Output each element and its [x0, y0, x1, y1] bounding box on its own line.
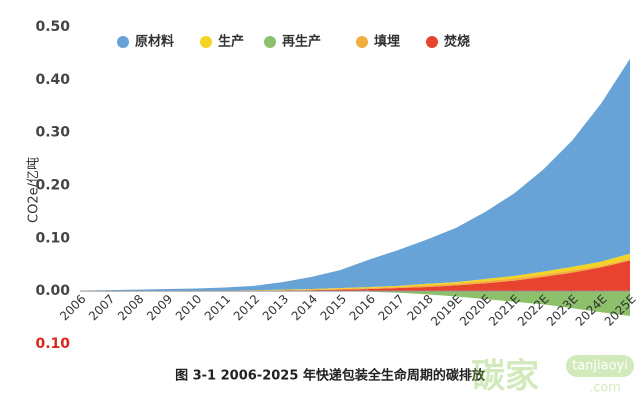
x-tick-label: 2009: [144, 292, 175, 323]
legend-label: 再生产: [282, 34, 321, 50]
x-tick-label: 2017: [376, 292, 407, 323]
area: [80, 260, 630, 292]
legend-label: 焚烧: [443, 34, 470, 50]
y-tick-label: 0.30: [35, 125, 70, 141]
x-tick-label: 2010: [173, 292, 204, 323]
legend-swatch: [356, 36, 368, 48]
x-tick-label: 2019E: [428, 292, 465, 329]
x-tick-label: 2011: [202, 292, 233, 323]
y-tick-label: 0.10: [35, 230, 70, 246]
area: [80, 270, 630, 316]
area: [80, 58, 630, 292]
chart-title: 图 3-1 2006-2025 年快递包装全生命周期的碳排放: [175, 368, 486, 384]
watermark: 碳家 tanjiaoyi .com: [471, 355, 634, 397]
watermark-site: tanjiaoyi: [572, 359, 628, 374]
legend-label: 填埋: [374, 34, 400, 50]
x-tick-label: 2015: [318, 292, 349, 323]
legend-swatch: [117, 36, 129, 48]
x-tick-label: 2008: [115, 292, 146, 323]
legend-swatch: [426, 36, 438, 48]
x-tick-label: 2013: [260, 292, 291, 323]
y-tick-label: 0.40: [35, 72, 70, 88]
plot: 0.500.400.300.200.100.000.10200620072008…: [35, 19, 638, 352]
y-tick-label: 0.20: [35, 178, 70, 194]
legend-label: 生产: [218, 34, 244, 50]
y-tick-label: 0.00: [35, 283, 70, 299]
x-tick-label: 2016: [347, 292, 378, 323]
legend-swatch: [264, 36, 276, 48]
y-tick-label: 0.10: [35, 336, 70, 352]
watermark-brand: 碳家: [471, 357, 539, 397]
legend-swatch: [200, 36, 212, 48]
watermark-pill: [566, 355, 634, 377]
x-tick-label: 2012: [231, 292, 262, 323]
x-tick-label: 2007: [86, 292, 117, 323]
legend-label: 原材料: [135, 34, 174, 50]
watermark-suffix: .com: [589, 381, 621, 396]
x-tick-label: 2014: [289, 292, 320, 323]
y-tick-label: 0.50: [35, 19, 70, 35]
y-axis-label: CO2e/亿吨: [27, 157, 42, 223]
